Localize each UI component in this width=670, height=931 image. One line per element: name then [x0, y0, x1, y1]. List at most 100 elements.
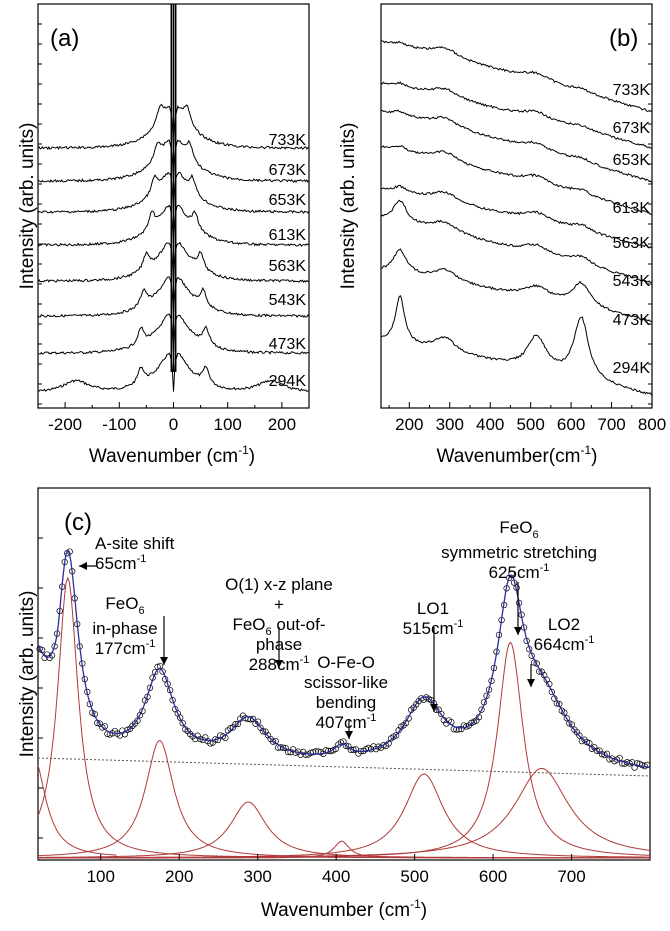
panel-c-component-175 — [37, 740, 650, 859]
panel-b-series-473K — [380, 248, 652, 323]
panel-b-series-label: 543K — [613, 273, 651, 290]
panel-c-annotation: O-Fe-O scissor-like bending 407cm-1 — [304, 653, 388, 732]
panel-b-xtick-label: 300 — [436, 415, 464, 434]
panel-c-xtick-label: 500 — [400, 867, 428, 886]
panel-b-series-label: 613K — [613, 200, 651, 217]
panel-c-data-point — [232, 721, 239, 728]
panel-c-data-point — [485, 686, 493, 693]
panel-c-data-point — [478, 706, 485, 713]
panel-c-data-point — [159, 668, 166, 675]
panel-b-series-label: 673K — [613, 120, 651, 137]
panel-c-data-point — [169, 697, 176, 704]
panel-b-series-label: 733K — [613, 82, 651, 99]
panel-c-xtick-label: 300 — [244, 867, 272, 886]
panel-a-series-label: 543K — [269, 292, 307, 309]
panel-c-xtick-label: 200 — [165, 867, 193, 886]
panel-c-xtick-label: 100 — [87, 867, 115, 886]
panel-c-data-point — [350, 746, 357, 753]
panel-b-series-label: 563K — [613, 235, 651, 252]
panel-c-fit-line — [37, 548, 651, 769]
panel-a-xtick-label: 100 — [214, 415, 242, 434]
panel-b-series-673K — [380, 81, 652, 149]
panel-c-data-point — [508, 570, 515, 577]
panel-a-series-label: 473K — [269, 336, 307, 353]
panel-a-label: (a) — [50, 25, 79, 52]
panel-c-data-point — [593, 747, 601, 754]
panel-c-data-point — [179, 719, 186, 727]
panel-a-xtick-label: 0 — [169, 415, 178, 434]
panel-a-xlabel: Wavenumber (cm-1) — [89, 443, 255, 467]
panel-c-data-point — [177, 714, 184, 721]
panel-c-component-662 — [38, 767, 651, 859]
panel-c-annotation: LO1 515cm-1 — [403, 599, 464, 638]
panel-b-xtick-label: 700 — [597, 415, 625, 434]
panel-c-arrowhead — [160, 657, 168, 665]
panel-a-series-label: 653K — [269, 192, 307, 209]
panel-a-xtick-label: -100 — [102, 415, 136, 434]
panel-c-data-point — [342, 742, 350, 749]
panel-c-label: (c) — [64, 509, 92, 536]
panel-c-data-point — [556, 700, 563, 708]
panel-c-data-point — [392, 732, 400, 739]
panel-c-data-point — [164, 680, 171, 688]
panel-a-series-label: 733K — [269, 132, 307, 149]
panel-c-data-point — [533, 660, 540, 667]
panel-c-data-point — [310, 748, 317, 756]
panel-c-component-tail — [37, 765, 117, 856]
panel-c-data-point — [146, 684, 154, 691]
panel-c-xtick-label: 700 — [557, 867, 585, 886]
panel-b-xtick-label: 200 — [395, 415, 423, 434]
panel-c-data-point — [279, 744, 287, 751]
panel-b-series-613K — [380, 145, 652, 215]
panel-b-xtick-label: 600 — [557, 415, 585, 434]
panel-c-annotation: LO2 664cm-1 — [534, 615, 595, 654]
panel-b-ylabel: Intensity (arb. units) — [338, 123, 359, 290]
panel-a-series-label: 294K — [269, 373, 307, 390]
panel-c-component-288 — [38, 801, 650, 859]
panel-c-arrowhead — [275, 660, 283, 668]
panel-c-xlabel: Wavenumber (cm-1) — [261, 897, 427, 921]
panel-c-frame — [37, 487, 651, 861]
panel-a-xtick-label: -200 — [48, 415, 82, 434]
panel-c-data-point — [234, 720, 242, 728]
panel-c-arrowhead — [79, 562, 87, 570]
panel-c-data-point — [628, 759, 636, 766]
panel-c-data-point — [259, 728, 267, 735]
panel-c-data-point — [644, 761, 651, 769]
panel-b-series-543K — [380, 199, 652, 283]
panel-c-xtick-label: 600 — [479, 867, 507, 886]
panel-c: 100 200 300 400 500 600 700 A-site shift 65cm-1… — [17, 487, 651, 921]
panel-b-series-653K — [380, 109, 652, 183]
panel-c-annotation: FeO6 in-phase 177cm-1 — [92, 594, 157, 658]
panel-a-series-label: 613K — [269, 227, 307, 244]
panel-c-annotation: FeO6 symmetric stretching 625cm-1 — [441, 518, 597, 582]
panel-c-data-point — [134, 717, 141, 724]
panel-c-data-point — [249, 715, 257, 723]
panel-a-series-294K — [37, 352, 310, 393]
panel-b-xlabel: Wavenumber(cm-1) — [437, 443, 598, 467]
panel-b-label: (b) — [609, 25, 638, 52]
panel-c-data-point — [618, 760, 626, 767]
panel-b-series-label: 294K — [613, 360, 651, 377]
panel-c-arrowhead — [514, 627, 522, 635]
panel-a: 294K 473K 543K 563K 613K 653K 673K 733K -200 -10… — [17, 3, 310, 467]
panel-a-series-label: 563K — [269, 258, 307, 275]
panel-c-arrowhead — [527, 679, 535, 687]
panel-b-series-733K — [381, 40, 652, 112]
panel-b-xtick-label: 800 — [638, 415, 666, 434]
panel-c-baseline — [37, 757, 651, 777]
panel-c-arrowhead — [430, 704, 438, 712]
panel-b: 733K 673K 653K 613K 563K 543K 473K 294K 200 300 4… — [338, 3, 666, 467]
panel-c-data-point — [563, 715, 570, 722]
panel-c-annotation: A-site shift 65cm-1 — [95, 534, 175, 573]
panel-c-data-point — [269, 738, 277, 745]
panel-b-series-label: 473K — [613, 312, 651, 329]
panel-a-ylabel: Intensity (arb. units) — [17, 123, 38, 290]
panel-c-data-point — [124, 726, 131, 733]
panel-b-series-563K — [380, 184, 652, 249]
panel-b-xtick-label: 400 — [476, 415, 504, 434]
panel-c-xtick-label: 400 — [322, 867, 350, 886]
panel-b-xtick-label: 500 — [516, 415, 544, 434]
panel-c-data-point — [455, 726, 463, 733]
